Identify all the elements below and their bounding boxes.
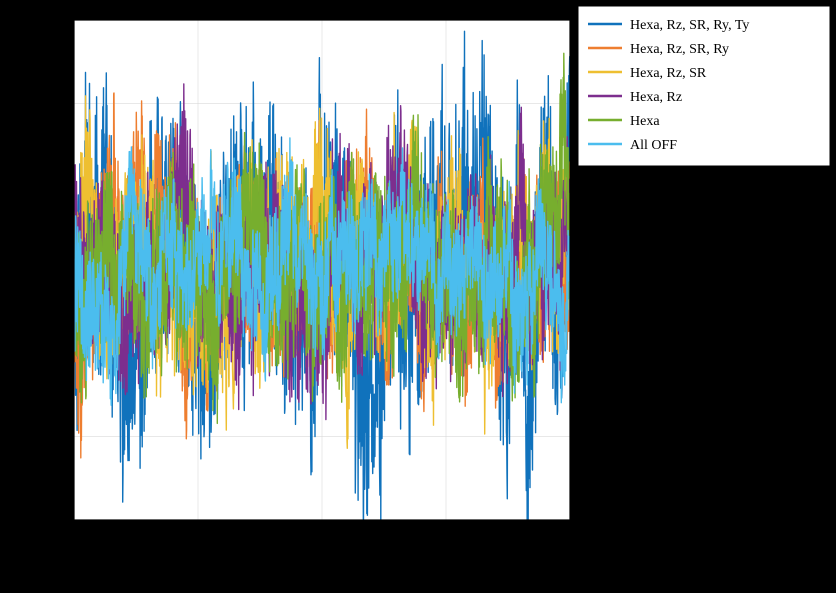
chart-svg: 0 50 100 150 200 -50 0 50 Time [s] Z [nm] Hexa, Rz… (0, 0, 836, 588)
legend-label: Hexa, Rz, SR (630, 66, 707, 81)
y-axis-label: Z [nm] (14, 249, 30, 291)
x-tick-label: 50 (191, 531, 205, 546)
chart-container: 0 50 100 150 200 -50 0 50 Time [s] Z [nm] Hexa, Rz… (0, 0, 836, 593)
legend-label: Hexa, Rz, SR, Ry (630, 42, 729, 57)
legend-label: Hexa, Rz (630, 90, 682, 105)
y-tick-label: -50 (45, 431, 64, 446)
x-tick-label: 0 (71, 531, 78, 546)
legend: Hexa, Rz, SR, Ry, Ty Hexa, Rz, SR, Ry Hexa… (578, 6, 830, 166)
x-tick-label: 100 (312, 531, 333, 546)
legend-label: Hexa, Rz, SR, Ry, Ty (630, 18, 749, 33)
y-tick-label: 50 (50, 97, 64, 112)
x-axis-label: Time [s] (297, 554, 348, 570)
x-tick-label: 200 (560, 531, 581, 546)
legend-label: All OFF (630, 138, 677, 153)
x-tick-label: 150 (436, 531, 457, 546)
y-tick-label: 0 (57, 264, 64, 279)
legend-label: Hexa (630, 114, 660, 129)
